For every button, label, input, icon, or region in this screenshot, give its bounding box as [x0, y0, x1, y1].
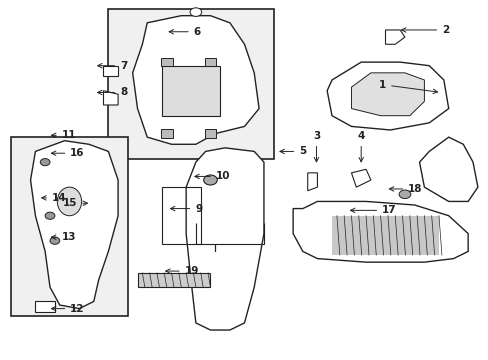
- Polygon shape: [292, 202, 467, 262]
- Circle shape: [50, 237, 60, 244]
- Bar: [161, 58, 172, 66]
- Polygon shape: [385, 30, 404, 44]
- Text: 5: 5: [280, 147, 306, 157]
- Polygon shape: [103, 91, 118, 105]
- Text: 11: 11: [51, 130, 76, 140]
- Polygon shape: [103, 66, 118, 76]
- Bar: [162, 66, 220, 116]
- Polygon shape: [419, 137, 477, 202]
- Circle shape: [203, 175, 217, 185]
- Text: 17: 17: [350, 205, 396, 215]
- Text: 15: 15: [62, 198, 87, 208]
- Text: 6: 6: [169, 27, 201, 37]
- Polygon shape: [132, 16, 259, 144]
- Circle shape: [45, 212, 55, 219]
- Bar: [204, 129, 216, 138]
- Bar: [162, 187, 201, 244]
- Text: 1: 1: [378, 80, 437, 94]
- Polygon shape: [326, 62, 448, 130]
- Ellipse shape: [57, 187, 81, 216]
- Bar: [161, 129, 172, 138]
- Text: 16: 16: [51, 148, 84, 158]
- Bar: [331, 216, 438, 255]
- Polygon shape: [351, 73, 424, 116]
- Bar: [204, 58, 216, 66]
- Text: 8: 8: [98, 87, 127, 98]
- Text: 2: 2: [401, 25, 448, 35]
- Polygon shape: [186, 148, 264, 330]
- Circle shape: [190, 8, 201, 17]
- Text: 9: 9: [170, 203, 202, 213]
- Bar: [108, 9, 273, 158]
- Polygon shape: [351, 169, 370, 187]
- Circle shape: [40, 158, 50, 166]
- Text: 12: 12: [51, 303, 84, 314]
- Polygon shape: [35, 301, 55, 312]
- Text: 13: 13: [51, 232, 76, 242]
- Polygon shape: [30, 141, 118, 309]
- Polygon shape: [137, 273, 210, 287]
- Text: 3: 3: [312, 131, 320, 162]
- Text: 10: 10: [195, 171, 230, 181]
- Circle shape: [398, 190, 410, 199]
- Text: 7: 7: [98, 61, 127, 71]
- Bar: [11, 137, 127, 316]
- Polygon shape: [307, 173, 317, 191]
- Text: 14: 14: [41, 193, 66, 203]
- Text: 19: 19: [165, 266, 199, 276]
- Text: 18: 18: [388, 184, 422, 194]
- Text: 4: 4: [357, 131, 364, 162]
